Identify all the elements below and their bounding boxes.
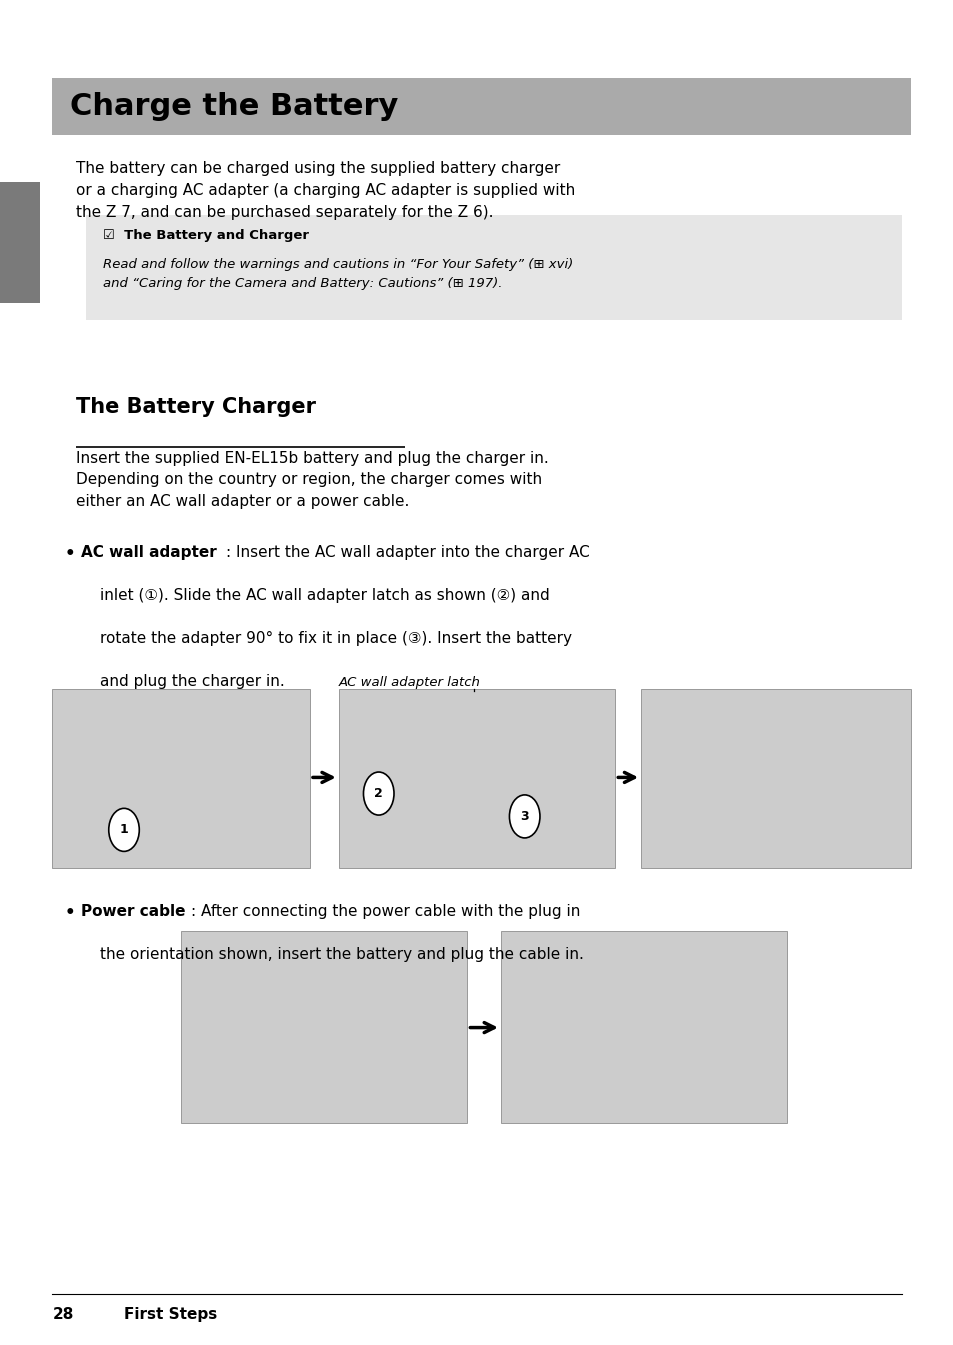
- Text: 3: 3: [519, 810, 529, 823]
- Text: rotate the adapter 90° to fix it in place (③). Insert the battery: rotate the adapter 90° to fix it in plac…: [100, 631, 572, 646]
- Bar: [0, 182, 40, 303]
- Text: 1: 1: [119, 823, 129, 837]
- Text: Charge the Battery: Charge the Battery: [70, 91, 397, 121]
- Bar: [640, 689, 910, 868]
- Text: Read and follow the warnings and cautions in “For Your Safety” (⊞ xvi)
and “Cari: Read and follow the warnings and caution…: [103, 258, 573, 289]
- Text: and plug the charger in.: and plug the charger in.: [100, 674, 285, 689]
- Circle shape: [509, 795, 539, 838]
- Bar: [338, 689, 615, 868]
- Bar: [52, 78, 910, 134]
- Text: AC wall adapter latch: AC wall adapter latch: [338, 675, 480, 689]
- Bar: [52, 689, 310, 868]
- Text: •: •: [65, 545, 75, 562]
- Text: AC wall adapter: AC wall adapter: [81, 545, 216, 560]
- Text: : After connecting the power cable with the plug in: : After connecting the power cable with …: [191, 904, 579, 919]
- Text: inlet (①). Slide the AC wall adapter latch as shown (②) and: inlet (①). Slide the AC wall adapter lat…: [100, 588, 549, 603]
- Circle shape: [363, 772, 394, 815]
- Text: the orientation shown, insert the battery and plug the cable in.: the orientation shown, insert the batter…: [100, 947, 583, 962]
- Text: The Battery Charger: The Battery Charger: [76, 397, 316, 417]
- Text: The battery can be charged using the supplied battery charger
or a charging AC a: The battery can be charged using the sup…: [76, 161, 575, 219]
- Text: 28: 28: [52, 1307, 73, 1322]
- Text: Insert the supplied EN-EL15b battery and plug the charger in.
Depending on the c: Insert the supplied EN-EL15b battery and…: [76, 451, 549, 508]
- Text: •: •: [65, 904, 75, 921]
- Text: : Insert the AC wall adapter into the charger AC: : Insert the AC wall adapter into the ch…: [226, 545, 589, 560]
- Text: 2: 2: [374, 787, 383, 800]
- Bar: [181, 931, 467, 1123]
- Text: First Steps: First Steps: [124, 1307, 217, 1322]
- Bar: [500, 931, 786, 1123]
- Bar: [86, 215, 901, 320]
- Text: Power cable: Power cable: [81, 904, 186, 919]
- Circle shape: [109, 808, 139, 851]
- Text: ☑  The Battery and Charger: ☑ The Battery and Charger: [103, 229, 309, 242]
